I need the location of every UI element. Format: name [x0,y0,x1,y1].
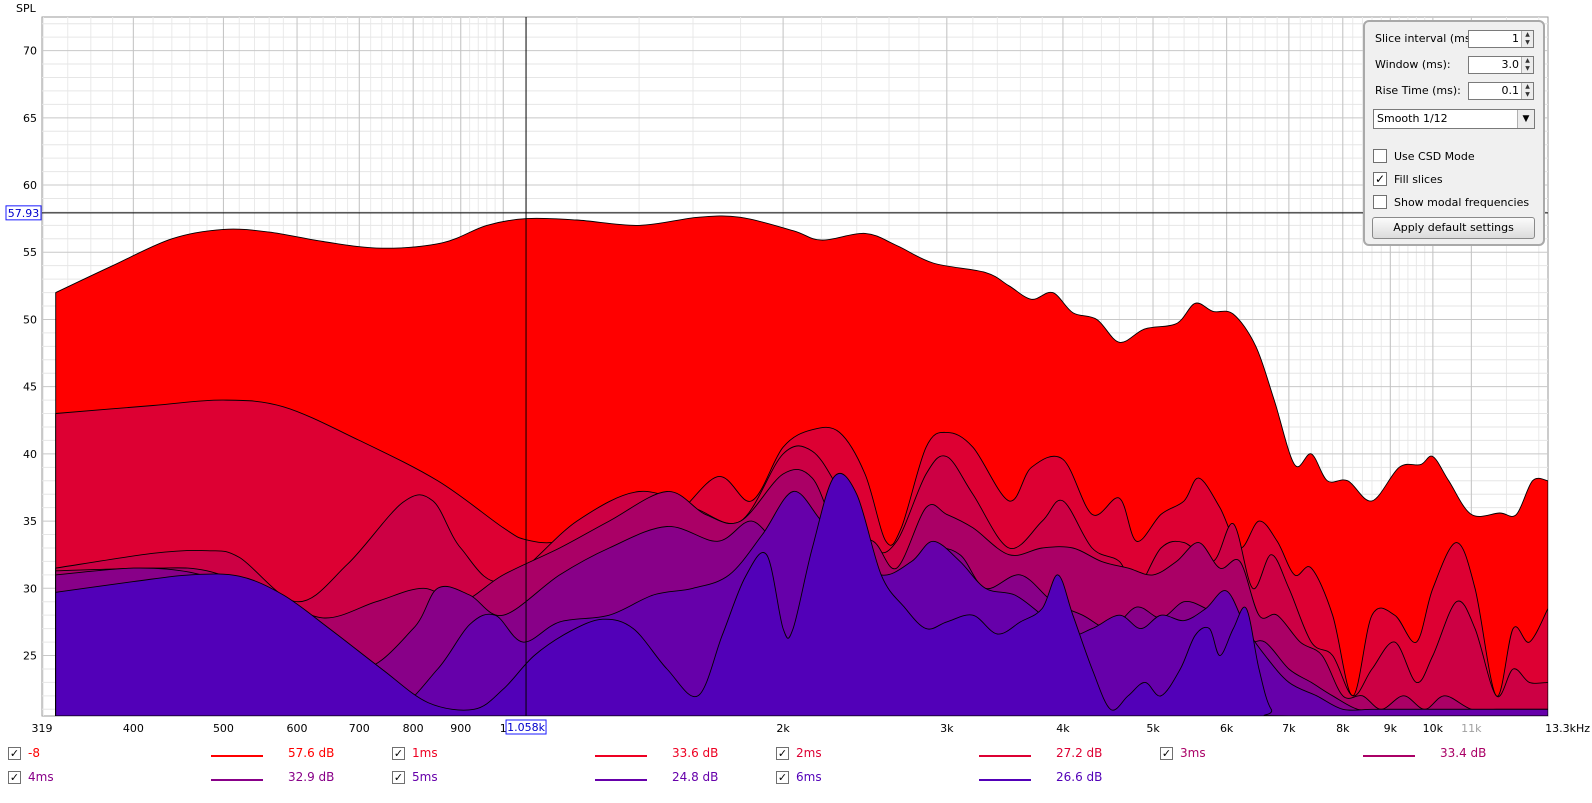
legend-checkbox[interactable]: ✓ [392,771,405,784]
x-tick-label: 8k [1336,722,1350,735]
legend-checkbox[interactable]: ✓ [1160,747,1173,760]
legend-value: 33.6 dB [672,746,719,760]
y-tick-label: 55 [23,246,37,259]
cursor-freq-readout: 1.058k [507,721,545,734]
legend-value: 33.4 dB [1440,746,1487,760]
smoothing-value: Smooth 1/12 [1377,112,1448,125]
x-tick-label: 900 [450,722,471,735]
slice-interval-value: 1 [1512,32,1519,45]
legend-value: 57.6 dB [288,746,335,760]
x-tick-label: 6k [1220,722,1234,735]
legend: ✓ -8 57.6 dB ✓ 1ms 33.6 dB ✓ 2ms 27.2 dB… [0,740,1592,800]
y-tick-label: 30 [23,582,37,595]
y-tick-label: 25 [23,650,37,663]
x-tick-label: 400 [123,722,144,735]
legend-name: 6ms [796,770,822,784]
smoothing-select[interactable]: Smooth 1/12 ▼ [1373,109,1535,129]
x-tick-label: 7k [1282,722,1296,735]
spinner-arrows-icon[interactable]: ▲ ▼ [1521,31,1533,47]
x-tick-label: 3k [940,722,954,735]
x-tick-label: 700 [349,722,370,735]
y-tick-label: 60 [23,179,37,192]
legend-value: 27.2 dB [1056,746,1103,760]
legend-name: -8 [28,746,40,760]
legend-line [979,779,1031,781]
x-tick-label: 10k [1423,722,1444,735]
x-tick-label: 1 [500,722,507,735]
legend-checkbox[interactable]: ✓ [776,771,789,784]
legend-line [211,779,263,781]
rise-time-value: 0.1 [1501,84,1520,97]
legend-name: 5ms [412,770,438,784]
legend-checkbox[interactable]: ✓ [392,747,405,760]
y-tick-label: 50 [23,313,37,326]
legend-checkbox[interactable]: ✓ [8,771,21,784]
spinner-arrows-icon[interactable]: ▲ ▼ [1521,83,1533,99]
y-axis-label: SPL [16,2,37,15]
rise-time-label: Rise Time (ms): [1375,84,1461,97]
x-tick-label: 600 [287,722,308,735]
legend-name: 3ms [1180,746,1206,760]
slice-interval-label: Slice interval (ms): [1375,32,1479,45]
y-tick-label: 45 [23,381,37,394]
spl-waterfall-chart[interactable]: 70 65 60 55 50 45 40 35 30 25 319 400 500 600 700 800 90… [0,0,1592,740]
apply-default-settings-button[interactable]: Apply default settings [1372,217,1535,239]
legend-item-1: ✓ 1ms 33.6 dB [392,744,772,764]
legend-checkbox[interactable]: ✓ [8,747,21,760]
legend-line [1363,755,1415,757]
x-tick-label: 13.3kHz [1545,722,1590,735]
y-tick-label: 35 [23,515,37,528]
y-tick-label: 70 [23,45,37,58]
legend-item-4: ✓ 4ms 32.9 dB [8,768,388,788]
legend-name: 4ms [28,770,54,784]
window-label: Window (ms): [1375,58,1451,71]
controls-panel: Slice interval (ms): 1 ▲ ▼ Window (ms): 3… [1363,20,1545,246]
legend-line [595,779,647,781]
legend-value: 26.6 dB [1056,770,1103,784]
x-tick-label: 319 [32,722,53,735]
chevron-down-icon[interactable]: ▼ [1517,110,1534,128]
x-tick-label: 2k [776,722,790,735]
x-tick-label: 500 [213,722,234,735]
use-csd-label: Use CSD Mode [1394,150,1475,163]
legend-item-5: ✓ 5ms 24.8 dB [392,768,772,788]
modal-frequencies-checkbox[interactable] [1373,195,1387,209]
legend-name: 2ms [796,746,822,760]
slice-interval-input[interactable]: 1 ▲ ▼ [1468,30,1534,48]
series-6ms-area [55,472,1548,716]
window-value: 3.0 [1501,58,1520,71]
legend-item-6: ✓ 6ms 26.6 dB [776,768,1156,788]
x-tick-label: 11k [1461,722,1482,735]
use-csd-checkbox[interactable] [1373,149,1387,163]
y-tick-label: 65 [23,112,37,125]
legend-value: 24.8 dB [672,770,719,784]
modal-frequencies-label: Show modal frequencies [1394,196,1530,209]
x-tick-label: 9k [1384,722,1398,735]
legend-checkbox[interactable]: ✓ [776,747,789,760]
legend-line [595,755,647,757]
legend-item-0: ✓ -8 57.6 dB [8,744,388,764]
x-tick-label: 5k [1146,722,1160,735]
fill-slices-checkbox[interactable]: ✓ [1373,172,1387,186]
legend-item-3: ✓ 3ms 33.4 dB [1160,744,1540,764]
fill-slices-label: Fill slices [1394,173,1443,186]
legend-value: 32.9 dB [288,770,335,784]
spinner-arrows-icon[interactable]: ▲ ▼ [1521,57,1533,73]
cursor-freq-box [505,719,547,735]
cursor-spl-box [5,205,42,221]
window-input[interactable]: 3.0 ▲ ▼ [1468,56,1534,74]
legend-name: 1ms [412,746,438,760]
cursor-spl-readout: 57.93 [8,207,40,220]
y-tick-label: 40 [23,448,37,461]
legend-item-2: ✓ 2ms 27.2 dB [776,744,1156,764]
rise-time-input[interactable]: 0.1 ▲ ▼ [1468,82,1534,100]
legend-line [211,755,263,757]
x-tick-label: 4k [1056,722,1070,735]
legend-line [979,755,1031,757]
x-tick-label: 800 [403,722,424,735]
